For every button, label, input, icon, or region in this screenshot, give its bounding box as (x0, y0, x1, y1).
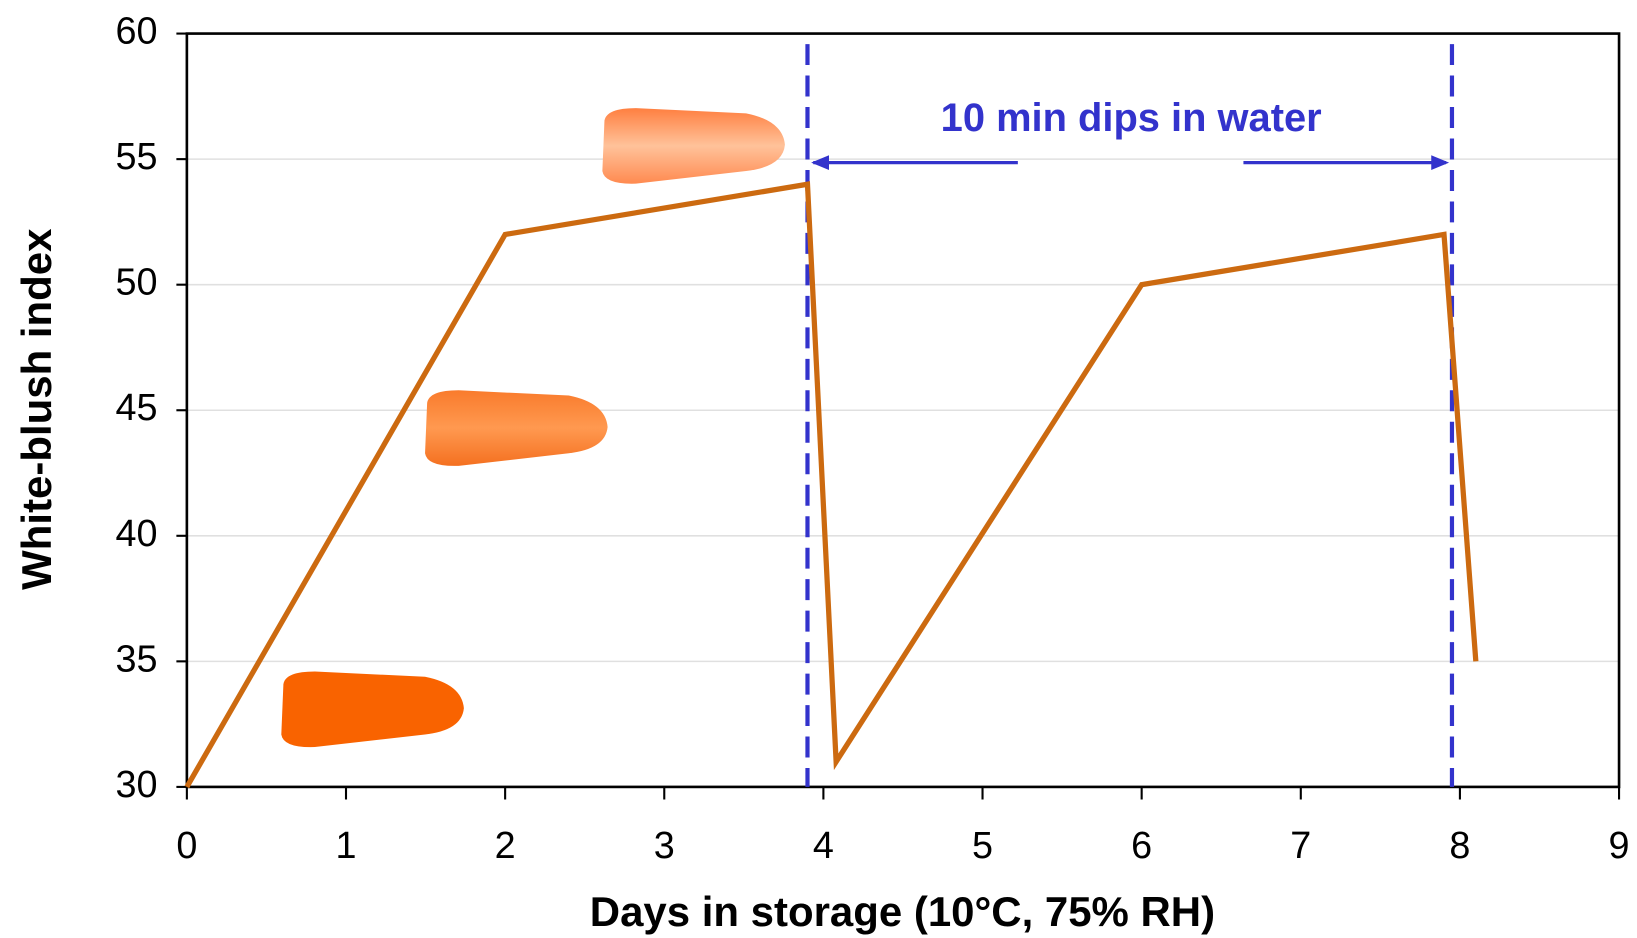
x-tick-label: 0 (176, 825, 197, 867)
x-tick-label: 2 (495, 825, 516, 867)
y-tick-label: 40 (115, 513, 157, 555)
y-axis-title: White-blush index (13, 228, 60, 590)
arrow-head (1431, 155, 1450, 170)
y-tick-label: 55 (115, 136, 157, 178)
carrot-icon (602, 108, 785, 184)
x-tick-label: 1 (335, 825, 356, 867)
y-tick-label: 35 (115, 638, 157, 680)
carrot-icons (281, 108, 785, 748)
x-tick-label: 8 (1449, 825, 1470, 867)
y-tick-label: 45 (115, 387, 157, 429)
x-tick-label: 9 (1609, 825, 1630, 867)
x-tick-label: 6 (1131, 825, 1152, 867)
y-tick-label: 60 (115, 11, 157, 53)
carrot-icon (281, 671, 464, 748)
arrow-head (811, 155, 829, 170)
annotation: 10 min dips in water (941, 96, 1322, 140)
x-tick-label: 3 (654, 825, 675, 867)
y-tick-label: 50 (115, 262, 157, 304)
x-axis-title: Days in storage (10°C, 75% RH) (590, 888, 1215, 935)
x-tick-label: 7 (1290, 825, 1311, 867)
data-line (184, 181, 1479, 789)
y-tick-label: 30 (115, 764, 157, 806)
x-tick-label: 4 (813, 825, 834, 867)
carrot-icon (425, 390, 608, 466)
x-tick-label: 5 (972, 825, 993, 867)
arrows (811, 155, 1450, 170)
